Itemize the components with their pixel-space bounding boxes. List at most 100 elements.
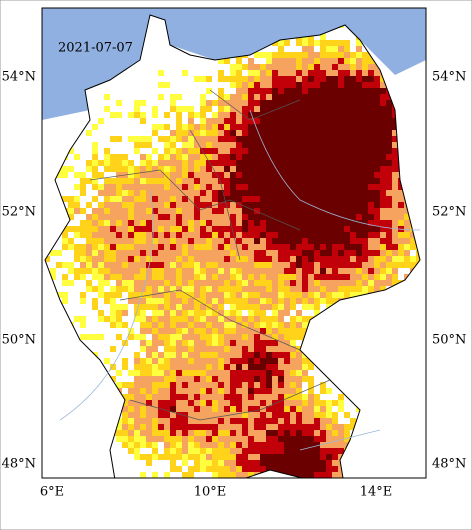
heat-cell [314, 304, 320, 310]
heat-cell [230, 364, 236, 370]
heat-cell [200, 448, 206, 454]
heat-cell [134, 250, 140, 256]
heat-cell [350, 274, 356, 280]
heat-cell [194, 316, 200, 322]
heat-cell [188, 364, 194, 370]
heat-cell [164, 124, 170, 130]
heat-cell [236, 412, 242, 418]
heat-cell [368, 142, 374, 148]
heat-cell [380, 112, 386, 118]
heat-cell [296, 100, 302, 106]
heat-cell [224, 244, 230, 250]
heat-cell [308, 76, 314, 82]
heat-cell [320, 466, 326, 472]
heat-cell [332, 160, 338, 166]
heat-cell [308, 40, 314, 46]
heat-cell [356, 208, 362, 214]
heat-cell [128, 184, 134, 190]
heat-cell [296, 322, 302, 328]
heat-cell [158, 250, 164, 256]
heat-cell [266, 100, 272, 106]
heat-cell [362, 232, 368, 238]
heat-cell [302, 154, 308, 160]
heat-cell [266, 154, 272, 160]
heat-cell [290, 334, 296, 340]
heat-cell [200, 136, 206, 142]
heat-cell [254, 142, 260, 148]
heat-cell [266, 364, 272, 370]
heat-cell [176, 226, 182, 232]
heat-cell [128, 238, 134, 244]
heat-cell [146, 274, 152, 280]
heat-cell [86, 232, 92, 238]
heat-cell [302, 442, 308, 448]
heat-cell [218, 454, 224, 460]
heat-cell [224, 424, 230, 430]
heat-cell [164, 160, 170, 166]
heat-cell [110, 190, 116, 196]
heat-cell [278, 256, 284, 262]
heat-cell [314, 40, 320, 46]
heat-cell [380, 256, 386, 262]
heat-cell [104, 220, 110, 226]
heat-cell [200, 394, 206, 400]
heat-cell [332, 82, 338, 88]
heat-cell [188, 190, 194, 196]
heat-cell [146, 304, 152, 310]
heat-cell [320, 268, 326, 274]
heat-cell [266, 160, 272, 166]
heat-cell [230, 400, 236, 406]
heat-cell [278, 280, 284, 286]
heat-cell [236, 340, 242, 346]
heat-cell [404, 214, 410, 220]
heat-cell [152, 250, 158, 256]
heat-cell [212, 454, 218, 460]
heat-cell [212, 340, 218, 346]
heat-cell [62, 196, 68, 202]
heat-cell [206, 148, 212, 154]
heat-cell [170, 202, 176, 208]
heat-cell [260, 178, 266, 184]
heat-cell [290, 286, 296, 292]
heat-cell [206, 340, 212, 346]
heat-cell [350, 262, 356, 268]
heat-cell [170, 232, 176, 238]
heat-cell [242, 250, 248, 256]
heat-cell [122, 244, 128, 250]
heat-cell [164, 256, 170, 262]
heat-cell [188, 172, 194, 178]
heat-cell [170, 172, 176, 178]
heat-cell [104, 166, 110, 172]
heat-cell [278, 268, 284, 274]
heat-cell [284, 460, 290, 466]
heat-cell [122, 232, 128, 238]
heat-cell [194, 214, 200, 220]
heat-cell [278, 322, 284, 328]
heat-cell [308, 136, 314, 142]
heat-cell [212, 436, 218, 442]
heat-cell [242, 100, 248, 106]
heat-cell [230, 352, 236, 358]
heat-cell [206, 154, 212, 160]
heat-cell [152, 376, 158, 382]
heat-cell [260, 64, 266, 70]
heat-cell [236, 406, 242, 412]
heat-cell [266, 112, 272, 118]
heat-cell [206, 412, 212, 418]
heat-cell [92, 208, 98, 214]
heat-cell [350, 154, 356, 160]
heat-cell [356, 196, 362, 202]
heat-cell [170, 406, 176, 412]
heat-cell [266, 376, 272, 382]
heat-cell [200, 208, 206, 214]
heat-cell [92, 286, 98, 292]
heat-cell [284, 328, 290, 334]
heat-cell [230, 100, 236, 106]
heat-cell [152, 418, 158, 424]
heat-cell [296, 166, 302, 172]
heat-cell [320, 34, 326, 40]
heat-cell [242, 94, 248, 100]
heat-cell [182, 460, 188, 466]
heat-cell [266, 280, 272, 286]
heat-cell [236, 58, 242, 64]
